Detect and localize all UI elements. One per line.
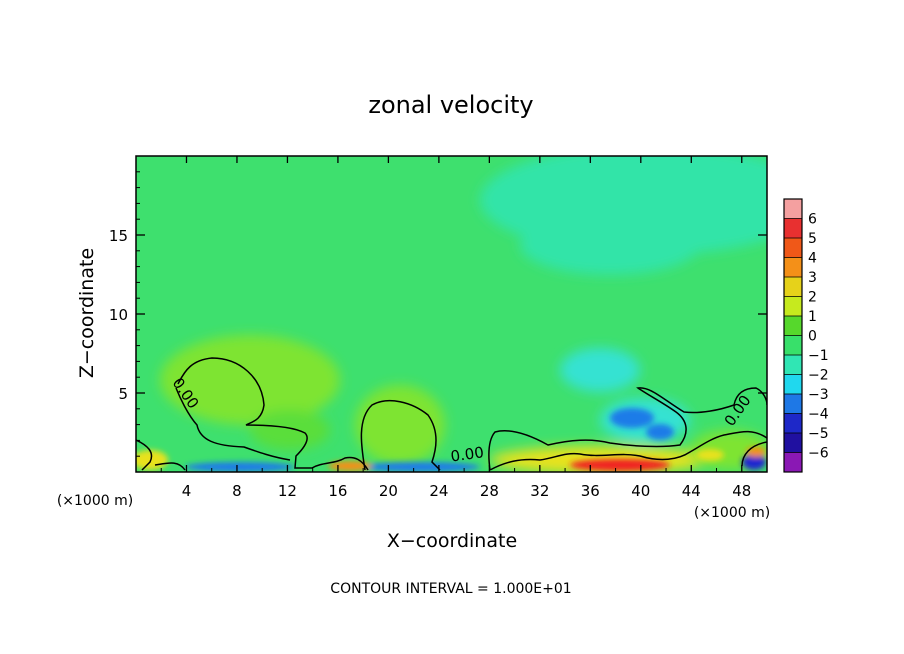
contour-line <box>360 400 441 471</box>
field-blob <box>746 447 766 457</box>
contour-label: 0.00 <box>449 443 485 465</box>
colorbar-swatch <box>784 296 802 316</box>
y-axis: 5 10 15 <box>109 171 767 457</box>
colorbar: 6 5 4 3 2 1 0 −1 −2 −3 −4 −5 −6 <box>783 198 829 473</box>
field-blob <box>742 454 766 470</box>
field-blob <box>570 459 670 471</box>
contour-interval-note: CONTOUR INTERVAL = 1.000E+01 <box>330 581 571 597</box>
colorbar-swatch <box>784 394 802 414</box>
x-tick-label: 40 <box>631 482 650 500</box>
colorbar-swatch <box>784 277 802 297</box>
field-blob <box>250 410 330 450</box>
y-axis-label: Z−coordinate <box>76 248 98 378</box>
contour-line <box>175 387 291 461</box>
field-blob <box>520 215 700 275</box>
field-blob <box>328 461 372 471</box>
x-unit-right: (×1000 m) <box>694 505 770 521</box>
x-tick-label: 24 <box>429 482 448 500</box>
colorbar-swatch <box>784 335 802 355</box>
colorbar-swatch <box>784 374 802 394</box>
colorbar-label: 3 <box>808 270 817 286</box>
y-tick-label: 5 <box>118 385 128 403</box>
contour-line <box>489 430 767 471</box>
field-blob <box>160 335 340 425</box>
colorbar-swatch <box>784 218 802 238</box>
colorbar-swatch <box>784 413 802 433</box>
x-tick-label: 44 <box>682 482 701 500</box>
field-blob <box>696 449 724 461</box>
field-blob <box>355 385 445 465</box>
field-blob <box>610 408 654 428</box>
field-blob <box>560 348 640 392</box>
x-tick-label: 32 <box>530 482 549 500</box>
colorbar-label: −6 <box>808 446 829 462</box>
colorbar-label: 6 <box>808 212 817 228</box>
x-axis-label: X−coordinate <box>387 530 517 552</box>
colorbar-label: 2 <box>808 290 817 306</box>
x-tick-label: 12 <box>278 482 297 500</box>
colorbar-label: 0 <box>808 329 817 345</box>
colorbar-swatch <box>784 257 802 277</box>
x-tick-label: 16 <box>328 482 347 500</box>
colorbar-label: −3 <box>808 387 829 403</box>
colorbar-swatch <box>784 199 802 219</box>
colorbar-label: −4 <box>808 407 829 423</box>
colorbar-label: 4 <box>808 251 817 267</box>
colorbar-label: 5 <box>808 231 817 247</box>
field-blob <box>360 462 480 472</box>
velocity-field <box>136 156 767 472</box>
y-tick-label: 10 <box>109 306 128 324</box>
contour-line <box>154 462 186 471</box>
colorbar-swatch <box>784 238 802 258</box>
x-tick-label: 48 <box>732 482 751 500</box>
contour-line <box>488 387 767 471</box>
colorbar-label: −1 <box>808 348 829 364</box>
chart-title: zonal velocity <box>368 91 533 119</box>
y-tick-label: 15 <box>109 227 128 245</box>
colorbar-swatch <box>784 452 802 472</box>
x-tick-label: 20 <box>379 482 398 500</box>
field-blob <box>185 462 295 472</box>
x-tick-label: 4 <box>182 482 192 500</box>
field-blob <box>136 450 168 470</box>
x-unit-left: (×1000 m) <box>57 493 133 509</box>
x-axis: 4 8 12 16 20 24 28 32 36 40 44 48 <box>160 156 751 500</box>
x-tick-label: 36 <box>581 482 600 500</box>
colorbar-swatch <box>784 433 802 453</box>
x-tick-label: 8 <box>232 482 242 500</box>
contour-line <box>741 441 767 467</box>
colorbar-swatch <box>784 316 802 336</box>
contour-line <box>177 357 369 471</box>
colorbar-label: −5 <box>808 426 829 442</box>
field-blob <box>646 424 674 440</box>
contour-line <box>136 439 153 471</box>
colorbar-label: 1 <box>808 309 817 325</box>
x-tick-label: 28 <box>480 482 499 500</box>
colorbar-swatch <box>784 355 802 375</box>
zero-contours <box>136 357 767 471</box>
colorbar-label: −2 <box>808 368 829 384</box>
